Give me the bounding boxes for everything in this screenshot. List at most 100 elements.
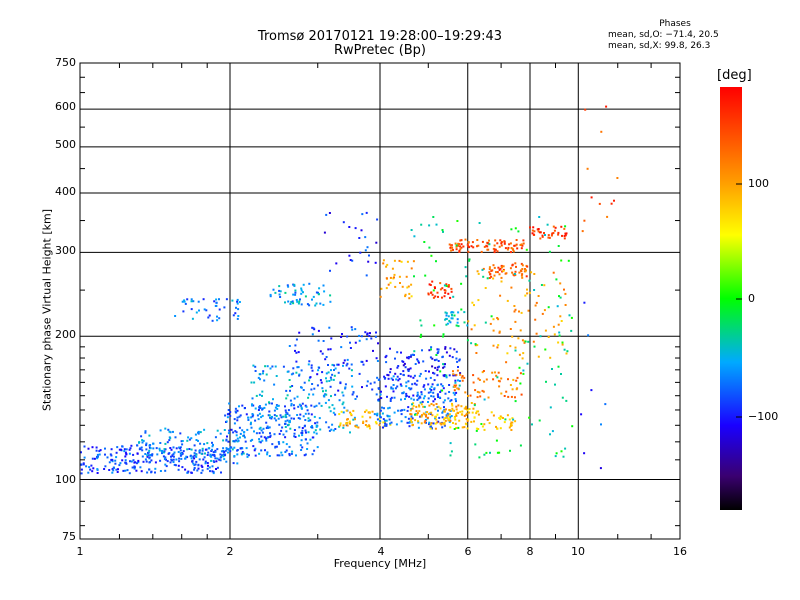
- data-point: [369, 332, 371, 335]
- data-point: [466, 339, 469, 342]
- data-point: [358, 237, 361, 239]
- data-point: [416, 358, 419, 361]
- data-point: [297, 351, 300, 354]
- data-point: [365, 338, 368, 341]
- data-point: [392, 384, 395, 386]
- data-point: [353, 416, 356, 419]
- data-point: [548, 250, 551, 253]
- y-tick-label: 600: [55, 100, 76, 113]
- data-point: [149, 444, 152, 446]
- data-point: [441, 356, 444, 359]
- data-point: [304, 404, 307, 407]
- data-point: [464, 238, 467, 241]
- data-point: [228, 447, 231, 450]
- data-point: [447, 285, 450, 288]
- data-point: [436, 348, 439, 351]
- data-point: [294, 291, 297, 294]
- data-point: [271, 402, 273, 405]
- data-point: [445, 351, 448, 354]
- colorbar-tick-label: −100: [748, 410, 779, 423]
- data-point: [303, 381, 306, 384]
- data-point: [429, 391, 432, 394]
- data-point: [211, 448, 213, 451]
- data-point: [392, 390, 395, 393]
- data-point: [187, 470, 190, 473]
- data-point: [87, 447, 90, 450]
- data-point: [346, 358, 349, 361]
- data-point: [350, 326, 353, 329]
- data-point: [119, 462, 122, 465]
- data-point: [559, 315, 562, 318]
- data-point: [223, 451, 226, 453]
- data-point: [435, 260, 437, 263]
- data-point: [437, 405, 440, 408]
- data-point: [476, 270, 479, 273]
- data-point: [310, 366, 313, 369]
- data-point: [346, 421, 349, 424]
- data-point: [348, 367, 351, 370]
- data-point: [96, 468, 99, 471]
- data-point: [269, 435, 272, 438]
- data-point: [467, 241, 470, 244]
- data-point: [527, 309, 530, 312]
- data-point: [445, 374, 448, 377]
- data-point: [351, 385, 354, 388]
- data-point: [428, 349, 431, 352]
- data-point: [340, 336, 343, 338]
- data-point: [110, 454, 113, 457]
- data-point: [161, 450, 164, 452]
- data-point: [289, 389, 291, 392]
- data-point: [235, 411, 238, 414]
- data-point: [273, 383, 276, 386]
- data-point: [139, 447, 142, 450]
- data-point: [328, 429, 331, 432]
- data-point: [295, 371, 298, 374]
- data-point: [465, 418, 468, 421]
- data-point: [265, 427, 268, 429]
- data-point: [454, 422, 457, 425]
- data-point: [211, 441, 213, 444]
- data-point: [146, 455, 149, 458]
- data-point: [470, 342, 473, 345]
- data-point: [402, 370, 405, 373]
- data-point: [258, 405, 261, 407]
- data-point: [273, 417, 276, 420]
- data-point: [292, 367, 295, 370]
- data-point: [524, 340, 527, 343]
- data-point: [154, 461, 157, 464]
- data-point: [557, 233, 560, 236]
- data-point: [495, 271, 497, 274]
- data-point: [498, 417, 501, 419]
- data-point: [329, 348, 332, 351]
- data-point: [147, 454, 150, 457]
- data-point: [190, 298, 193, 301]
- data-point: [181, 443, 184, 446]
- data-point: [406, 356, 409, 359]
- data-point: [240, 447, 243, 449]
- data-point: [274, 365, 277, 368]
- data-point: [475, 427, 478, 430]
- data-point: [350, 369, 353, 372]
- data-point: [286, 394, 289, 397]
- data-point: [451, 317, 454, 320]
- data-point: [495, 439, 498, 442]
- data-point: [457, 426, 460, 429]
- data-point: [284, 420, 287, 423]
- data-point: [477, 299, 480, 302]
- data-point: [173, 463, 176, 466]
- data-point: [234, 407, 237, 410]
- data-point: [402, 364, 405, 367]
- data-point: [500, 377, 503, 380]
- data-point: [291, 300, 294, 303]
- data-point: [216, 319, 219, 322]
- data-point: [394, 357, 396, 360]
- data-point: [300, 303, 303, 306]
- data-point: [300, 439, 303, 442]
- data-point: [488, 422, 491, 425]
- data-point: [285, 411, 288, 414]
- data-point: [285, 430, 288, 433]
- data-point: [360, 335, 363, 338]
- data-point: [172, 461, 175, 463]
- data-point: [293, 417, 295, 420]
- data-point: [361, 213, 364, 216]
